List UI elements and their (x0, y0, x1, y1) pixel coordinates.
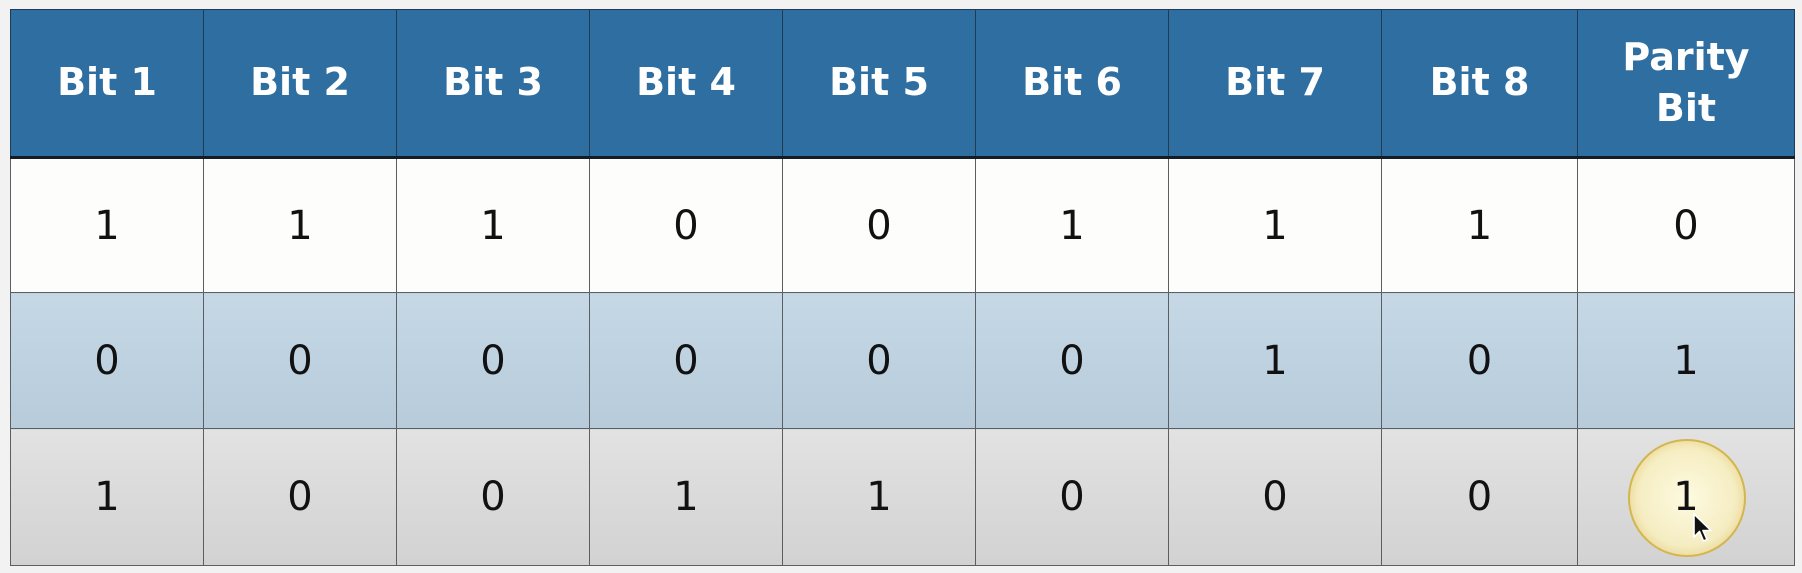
cell-bit-7: 0 (1168, 428, 1382, 566)
cell-bit-4: 0 (589, 292, 783, 429)
cell-bit-8: 0 (1381, 292, 1578, 429)
cell-bit-6: 0 (975, 428, 1169, 566)
header-bit-7: Bit 7 (1168, 9, 1382, 159)
cell-parity-bit: 1 (1577, 292, 1795, 429)
cell-bit-5: 0 (782, 292, 976, 429)
cell-bit-7: 1 (1168, 292, 1382, 429)
cell-bit-2: 0 (203, 292, 397, 429)
cell-bit-2: 1 (203, 157, 397, 293)
cell-bit-3: 1 (396, 157, 590, 293)
table-row: 1 1 1 0 0 1 1 1 0 (10, 157, 1795, 293)
cell-bit-5: 0 (782, 157, 976, 293)
cell-bit-4: 0 (589, 157, 783, 293)
header-bit-4: Bit 4 (589, 9, 783, 159)
cell-parity-bit-highlighted: 1 (1577, 428, 1795, 566)
cell-bit-7: 1 (1168, 157, 1382, 293)
cell-bit-8: 0 (1381, 428, 1578, 566)
cell-bit-6: 0 (975, 292, 1169, 429)
cell-bit-5: 1 (782, 428, 976, 566)
cell-bit-4: 1 (589, 428, 783, 566)
cell-bit-1: 1 (10, 157, 204, 293)
header-bit-2: Bit 2 (203, 9, 397, 159)
header-bit-6: Bit 6 (975, 9, 1169, 159)
table-body: 1 1 1 0 0 1 1 1 0 0 0 0 0 0 0 1 0 1 (10, 157, 1795, 566)
table-header: Bit 1 Bit 2 Bit 3 Bit 4 Bit 5 Bit 6 Bit … (10, 9, 1795, 159)
header-bit-3: Bit 3 (396, 9, 590, 159)
header-bit-5: Bit 5 (782, 9, 976, 159)
header-row: Bit 1 Bit 2 Bit 3 Bit 4 Bit 5 Bit 6 Bit … (10, 9, 1795, 159)
table-row: 1 0 0 1 1 0 0 0 1 (10, 428, 1795, 566)
cell-bit-6: 1 (975, 157, 1169, 293)
cell-parity-bit: 0 (1577, 157, 1795, 293)
cell-bit-1: 0 (10, 292, 204, 429)
cell-bit-8: 1 (1381, 157, 1578, 293)
header-parity-bit: Parity Bit (1577, 9, 1795, 159)
cell-parity-bit-value: 1 (1673, 474, 1699, 520)
header-parity-bit-label: Parity Bit (1622, 34, 1750, 130)
cell-bit-3: 0 (396, 292, 590, 429)
cell-bit-2: 0 (203, 428, 397, 566)
table-row: 0 0 0 0 0 0 1 0 1 (10, 292, 1795, 429)
header-bit-1: Bit 1 (10, 9, 204, 159)
cell-bit-3: 0 (396, 428, 590, 566)
parity-bit-table: Bit 1 Bit 2 Bit 3 Bit 4 Bit 5 Bit 6 Bit … (10, 9, 1795, 566)
cell-bit-1: 1 (10, 428, 204, 566)
header-bit-8: Bit 8 (1381, 9, 1578, 159)
